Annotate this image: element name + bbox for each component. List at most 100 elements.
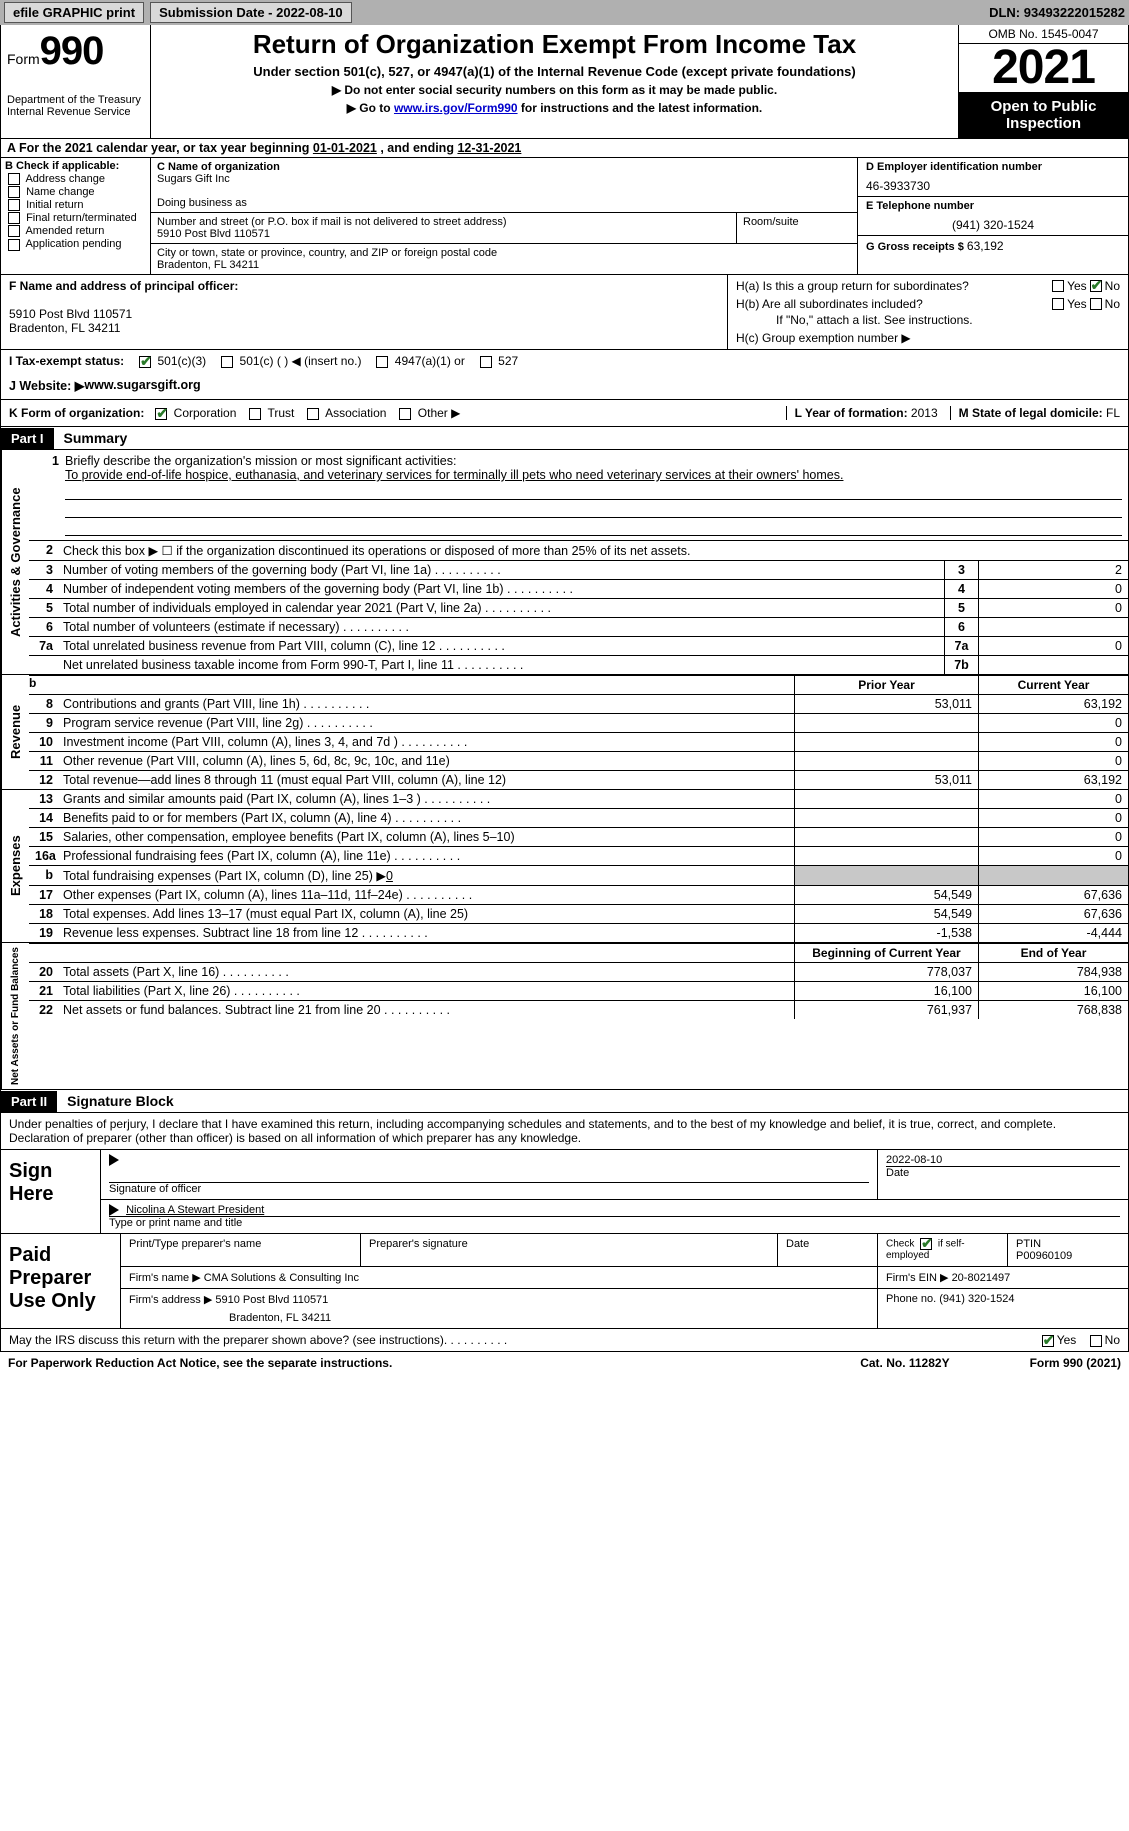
line-16b-val: 0 — [386, 869, 393, 883]
discuss-no[interactable] — [1090, 1335, 1102, 1347]
dots-20: . . . . . . . . . . — [219, 965, 288, 979]
row-fh: F Name and address of principal officer:… — [0, 274, 1129, 350]
hb-yes[interactable] — [1052, 298, 1064, 310]
discuss-row: May the IRS discuss this return with the… — [0, 1329, 1129, 1352]
tax-year: 2021 — [959, 44, 1128, 92]
prior-20: 778,037 — [794, 963, 978, 981]
line-6: Total number of volunteers (estimate if … — [63, 620, 340, 634]
hb-no[interactable] — [1090, 298, 1102, 310]
line-11: Other revenue (Part VIII, column (A), li… — [63, 754, 450, 768]
chk-address-change[interactable]: Address change — [5, 173, 146, 185]
officer-name: Nicolina A Stewart President — [126, 1204, 264, 1216]
chk-527[interactable] — [480, 356, 492, 368]
col-d: D Employer identification number 46-3933… — [858, 158, 1128, 274]
mission-text: To provide end-of-life hospice, euthanas… — [65, 468, 843, 482]
form-num: 990 — [40, 29, 104, 73]
prep-date-label: Date — [778, 1234, 878, 1266]
firm-ein: 20-8021497 — [952, 1272, 1011, 1284]
chk-amended-return[interactable]: Amended return — [5, 225, 146, 237]
form-number: Form990 — [7, 29, 144, 74]
prior-16a — [794, 847, 978, 865]
chk-label-1: Name change — [26, 186, 95, 198]
chk-corp[interactable] — [155, 408, 167, 420]
curr-19: -4,444 — [978, 924, 1128, 942]
ha-no[interactable] — [1090, 280, 1102, 292]
curr-12: 63,192 — [978, 771, 1128, 789]
val-5: 0 — [978, 599, 1128, 617]
chk-application-pending[interactable]: Application pending — [5, 238, 146, 250]
note2-pre: ▶ Go to — [347, 101, 394, 115]
org-name-label: C Name of organization — [157, 161, 851, 173]
summary-expenses: Expenses 13Grants and similar amounts pa… — [0, 790, 1129, 943]
i-o3: 4947(a)(1) or — [395, 354, 465, 368]
j-label: J Website: ▶ — [9, 378, 84, 393]
form-header: Form990 Department of the Treasury Inter… — [0, 25, 1129, 139]
firm-phone: (941) 320-1524 — [939, 1293, 1014, 1305]
irs-link[interactable]: www.irs.gov/Form990 — [394, 101, 518, 115]
line-5: Total number of individuals employed in … — [63, 601, 482, 615]
chk-assoc[interactable] — [307, 408, 319, 420]
dots-7a: . . . . . . . . . . — [435, 639, 504, 653]
declaration-text: Under penalties of perjury, I declare th… — [1, 1113, 1128, 1150]
chk-self-employed[interactable] — [920, 1238, 932, 1250]
efile-button[interactable]: efile GRAPHIC print — [4, 2, 144, 23]
line-17: Other expenses (Part IX, column (A), lin… — [63, 888, 403, 902]
dots-13: . . . . . . . . . . — [421, 792, 490, 806]
curr-16b-shaded — [978, 866, 1128, 885]
curr-13: 0 — [978, 790, 1128, 808]
chk-final-return[interactable]: Final return/terminated — [5, 212, 146, 224]
curr-11: 0 — [978, 752, 1128, 770]
officer-name-label: Type or print name and title — [109, 1216, 1120, 1229]
curr-17: 67,636 — [978, 886, 1128, 904]
ha-yes[interactable] — [1052, 280, 1064, 292]
submission-button[interactable]: Submission Date - 2022-08-10 — [150, 2, 352, 23]
dots-21: . . . . . . . . . . — [230, 984, 299, 998]
dots-17: . . . . . . . . . . — [403, 888, 472, 902]
dots-6: . . . . . . . . . . — [340, 620, 409, 634]
vtab-revenue: Revenue — [1, 675, 29, 789]
note-link: ▶ Go to www.irs.gov/Form990 for instruct… — [159, 101, 950, 115]
line-16a: Professional fundraising fees (Part IX, … — [63, 849, 391, 863]
prior-11 — [794, 752, 978, 770]
dept-treasury: Department of the Treasury Internal Reve… — [7, 94, 144, 118]
ptin-value: P00960109 — [1016, 1250, 1120, 1262]
summary-revenue: Revenue bPrior YearCurrent Year 8Contrib… — [0, 675, 1129, 790]
curr-22: 768,838 — [978, 1001, 1128, 1019]
prior-16b-shaded — [794, 866, 978, 885]
l-value: 2013 — [911, 406, 938, 420]
chk-501c3[interactable] — [139, 356, 151, 368]
summary-activities: Activities & Governance 1 Briefly descri… — [0, 450, 1129, 675]
dba-label: Doing business as — [157, 197, 851, 209]
sig-date-label: Date — [886, 1166, 1120, 1179]
prior-8: 53,011 — [794, 695, 978, 713]
ein-label: D Employer identification number — [866, 161, 1120, 173]
dots-3: . . . . . . . . . . — [431, 563, 500, 577]
val-3: 2 — [978, 561, 1128, 579]
ptin-label: PTIN — [1016, 1238, 1120, 1250]
chk-4947[interactable] — [376, 356, 388, 368]
dots-16a: . . . . . . . . . . — [391, 849, 460, 863]
chk-trust[interactable] — [249, 408, 261, 420]
discuss-yes-label: Yes — [1057, 1333, 1077, 1347]
part-i-title: Summary — [54, 427, 138, 449]
chk-name-change[interactable]: Name change — [5, 186, 146, 198]
chk-other[interactable] — [399, 408, 411, 420]
phone-label: E Telephone number — [866, 200, 1120, 212]
discuss-yes[interactable] — [1042, 1335, 1054, 1347]
chk-initial-return[interactable]: Initial return — [5, 199, 146, 211]
chk-501c[interactable] — [221, 356, 233, 368]
f-label: F Name and address of principal officer: — [9, 279, 719, 293]
form-subtitle: Under section 501(c), 527, or 4947(a)(1)… — [159, 64, 950, 79]
curr-18: 67,636 — [978, 905, 1128, 923]
part-ii-label: Part II — [1, 1091, 57, 1112]
line-20: Total assets (Part X, line 16) — [63, 965, 219, 979]
self-emp-text: Check — [886, 1239, 917, 1250]
line-14: Benefits paid to or for members (Part IX… — [63, 811, 392, 825]
revenue-body: bPrior YearCurrent Year 8Contributions a… — [29, 675, 1128, 789]
dots-4: . . . . . . . . . . — [504, 582, 573, 596]
mission-block: 1 Briefly describe the organization's mi… — [29, 450, 1128, 540]
cell-org-name: C Name of organization Sugars Gift Inc D… — [151, 158, 857, 213]
header-mid: Return of Organization Exempt From Incom… — [151, 25, 958, 138]
hb-note: If "No," attach a list. See instructions… — [736, 313, 1120, 327]
vtab-activities: Activities & Governance — [1, 450, 29, 674]
